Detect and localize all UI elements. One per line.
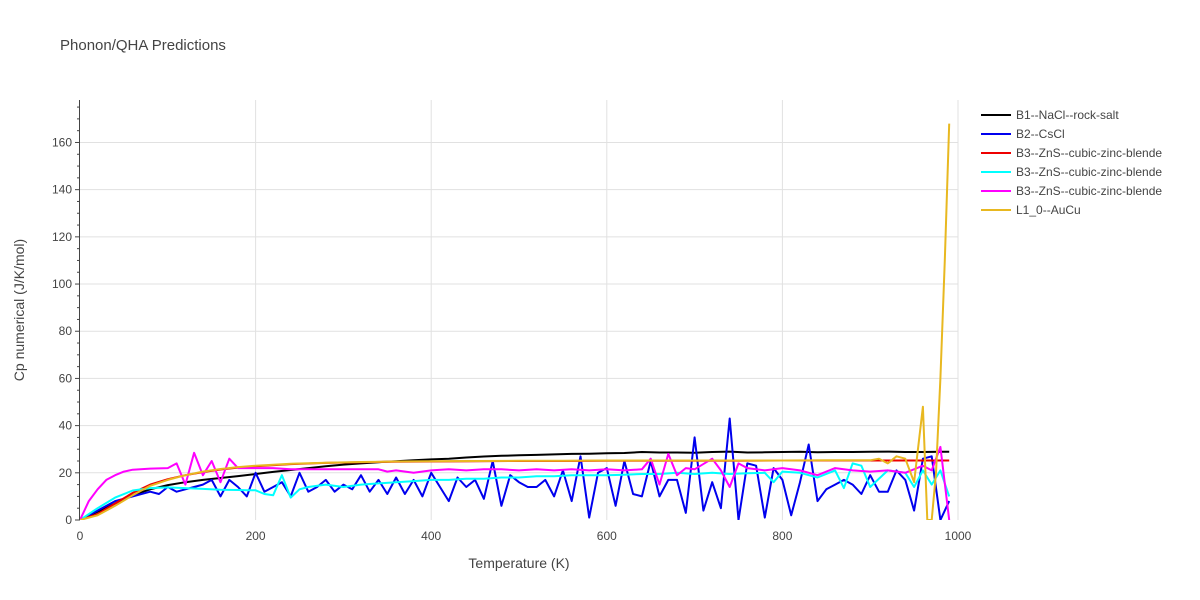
legend-item[interactable]: B3--ZnS--cubic-zinc-blende [981, 146, 1162, 160]
x-axis-ticks: 0 200 400 600 800 1000 [77, 529, 972, 543]
legend-label: B3--ZnS--cubic-zinc-blende [1016, 146, 1162, 160]
x-axis-title: Temperature (K) [468, 555, 569, 571]
legend-item[interactable]: B1--NaCl--rock-salt [981, 108, 1119, 122]
legend-label: L1_0--AuCu [1016, 203, 1081, 217]
y-tick-label: 80 [59, 324, 73, 338]
series-line-6 [80, 123, 951, 520]
y-tick-label: 60 [59, 371, 73, 385]
x-tick-label: 0 [77, 529, 84, 543]
series-line-5 [80, 445, 951, 520]
y-tick-label: 100 [52, 277, 72, 291]
y-axis-title: Cp numerical (J/K/mol) [11, 239, 27, 381]
legend-item[interactable]: B2--CsCl [981, 127, 1065, 141]
legend-label: B3--ZnS--cubic-zinc-blende [1016, 184, 1162, 198]
legend-label: B2--CsCl [1016, 127, 1065, 141]
y-tick-label: 120 [52, 230, 72, 244]
x-tick-label: 200 [246, 529, 266, 543]
y-tick-label: 40 [59, 419, 73, 433]
legend-item[interactable]: B3--ZnS--cubic-zinc-blende [981, 165, 1162, 179]
legend-label: B3--ZnS--cubic-zinc-blende [1016, 165, 1162, 179]
legend-item[interactable]: L1_0--AuCu [981, 203, 1081, 217]
series-lines [80, 123, 951, 520]
legend-item[interactable]: B3--ZnS--cubic-zinc-blende [981, 184, 1162, 198]
x-tick-label: 1000 [945, 529, 972, 543]
gridlines [80, 100, 959, 520]
y-tick-label: 160 [52, 135, 72, 149]
chart-title: Phonon/QHA Predictions [60, 37, 226, 54]
y-tick-label: 20 [59, 466, 73, 480]
series-line-1 [80, 450, 950, 520]
x-tick-label: 600 [597, 529, 617, 543]
y-tick-label: 0 [65, 513, 72, 527]
legend-label: B1--NaCl--rock-salt [1016, 108, 1119, 122]
plot-area [80, 123, 951, 520]
y-axis [75, 100, 80, 521]
y-axis-ticks: 0 20 40 60 80 100 120 140 160 [52, 135, 72, 527]
x-tick-label: 800 [772, 529, 792, 543]
y-tick-label: 140 [52, 183, 72, 197]
series-line-4 [80, 462, 951, 520]
x-tick-label: 400 [421, 529, 441, 543]
series-line-2 [80, 417, 951, 520]
legend[interactable]: B1--NaCl--rock-salt B2--CsCl B3--ZnS--cubi… [981, 108, 1162, 217]
